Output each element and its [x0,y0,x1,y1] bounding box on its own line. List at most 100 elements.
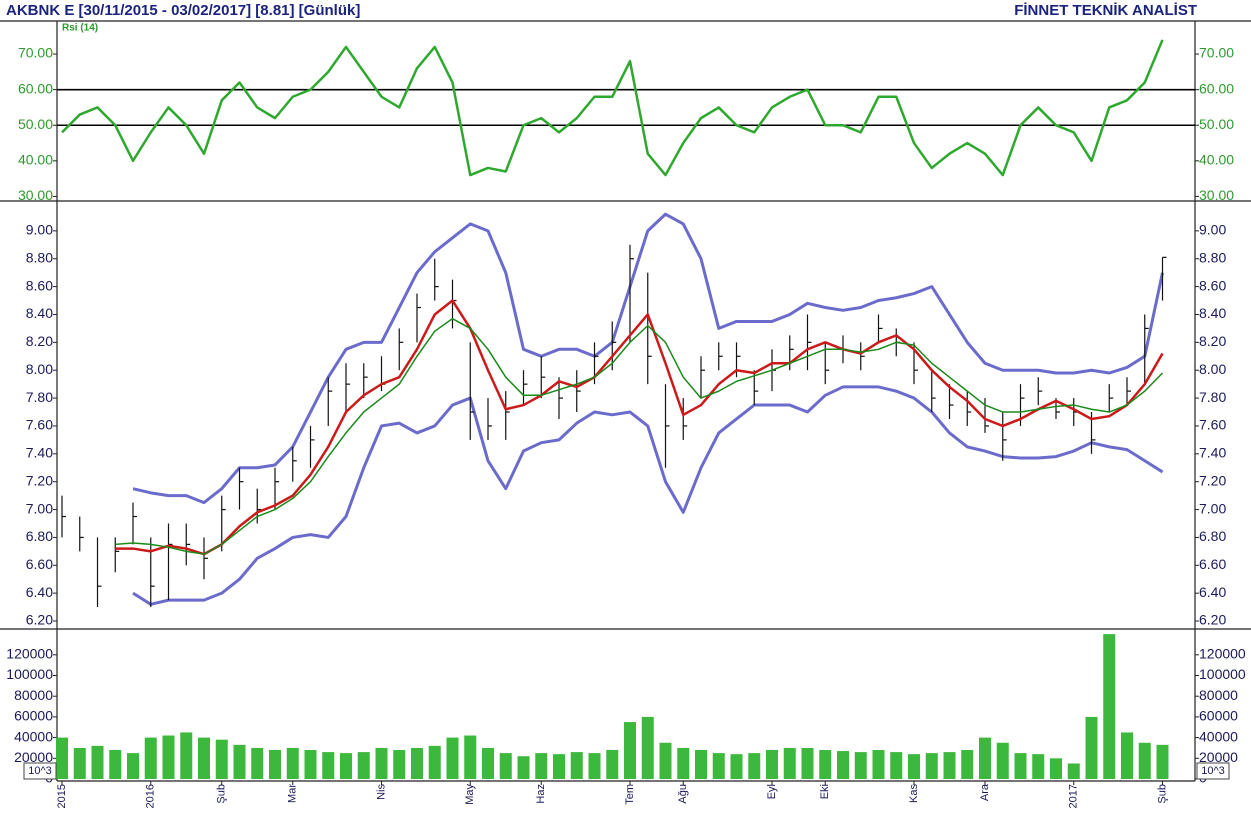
y-tick-label: 6.60 [1199,556,1226,572]
y-tick-label: 60000 [14,708,53,724]
y-tick-label: 7.00 [26,500,53,516]
volume-bar [286,747,299,779]
y-tick-label: 50.00 [1199,116,1234,132]
volume-bar [695,750,707,779]
y-tick-label: 8.00 [1199,361,1226,377]
x-tick-label: Şub [1156,784,1168,804]
x-tick-label: Nis [375,784,387,800]
line-series [61,39,1164,177]
y-tick-label: 8.20 [26,333,53,349]
volume-bar [925,753,938,779]
volume-bar [144,737,157,779]
volume-bar [730,754,743,779]
volume-bar [446,737,459,779]
y-tick-label: 120000 [6,646,53,662]
y-tick-label: 6.20 [1199,612,1226,628]
x-tick-label: Kas [908,784,920,803]
volume-bar [659,742,672,779]
y-tick-label: 9.00 [1199,222,1226,238]
volume-bar [1067,763,1080,779]
volume-bar [766,750,778,779]
volume-bar [783,747,796,779]
y-tick-label: 6.40 [1199,584,1226,600]
unit-label: 10^3 [28,765,52,777]
y-tick-label: 7.20 [26,472,53,488]
y-tick-label: 8.80 [26,249,53,265]
unit-box [1196,762,1230,780]
volume-bar [1014,753,1027,779]
volume-bar [340,753,352,779]
volume-bar [553,754,565,779]
y-tick-label: 8.60 [1199,277,1226,293]
x-tick-label: 2015 [56,784,68,808]
volume-bar [1085,716,1098,779]
y-tick-label: 30.00 [18,187,53,203]
volume-bar [1103,634,1116,779]
y-tick-label: 7.40 [1199,445,1226,461]
volume-bar [411,747,423,779]
volume-bar [837,751,849,779]
volume-bar [499,753,512,779]
volume-bar [56,737,68,779]
y-tick-label: 7.60 [1199,417,1226,433]
volume-bar [162,735,175,779]
x-tick-label: 2016 [145,784,157,808]
volume-bar [1050,758,1062,779]
line-series [132,212,1164,505]
brand: FİNNET TEKNİK ANALİST [1014,2,1197,19]
y-tick-label: 120000 [1199,646,1246,662]
y-tick-label: 80000 [14,687,53,703]
y-tick-label: 7.60 [26,417,53,433]
line-series [132,385,1164,606]
y-tick-label: 20000 [1199,749,1238,765]
volume-bar [570,752,583,779]
x-tick-label: Mar [287,784,299,803]
volume-bar [109,750,122,779]
volume-bar [979,737,991,779]
y-tick-label: 6.80 [1199,528,1226,544]
volume-bar [233,744,246,779]
x-tick-label: Ara [979,783,991,801]
volume-bar [943,752,956,779]
volume-bar [961,750,974,779]
y-tick-label: 7.00 [1199,500,1226,516]
volume-bar [91,745,104,779]
volume-bar [1138,742,1151,779]
y-tick-label: 40.00 [1199,152,1234,168]
volume-bar [819,750,832,779]
volume-bar [801,747,814,779]
volume-bar [1121,732,1133,779]
x-tick-label: Haz [535,784,547,804]
window-title: AKBNK E [30/11/2015 - 03/02/2017] [8.81]… [6,2,360,19]
y-tick-label: 100000 [6,666,53,682]
volume-bar [357,752,370,779]
volume-bar [588,753,601,779]
volume-bar [712,753,725,779]
unit-box [23,762,57,780]
y-tick-label: 30.00 [1199,187,1234,203]
volume-bar [73,747,86,779]
line-series [115,317,1164,555]
volume-bar [624,722,636,779]
unit-label: 10^3 [1201,765,1225,777]
y-tick-label: 20000 [14,749,53,765]
volume-bar [215,739,228,779]
line-series [115,299,1164,556]
y-tick-label: 70.00 [1199,45,1234,61]
y-tick-label: 60.00 [1199,80,1234,96]
volume-bar [304,750,317,779]
y-tick-label: 7.20 [1199,472,1226,488]
volume-bar [269,750,281,779]
y-tick-label: 40.00 [18,152,53,168]
volume-bar [393,750,406,779]
volume-bar [127,753,139,779]
y-tick-label: 8.80 [1199,249,1226,265]
volume-bar [251,747,264,779]
volume-bar [996,742,1009,779]
volume-bar [854,752,867,779]
x-tick-label: Şub [216,784,228,804]
y-tick-label: 9.00 [26,222,53,238]
y-tick-label: 40000 [14,728,53,744]
